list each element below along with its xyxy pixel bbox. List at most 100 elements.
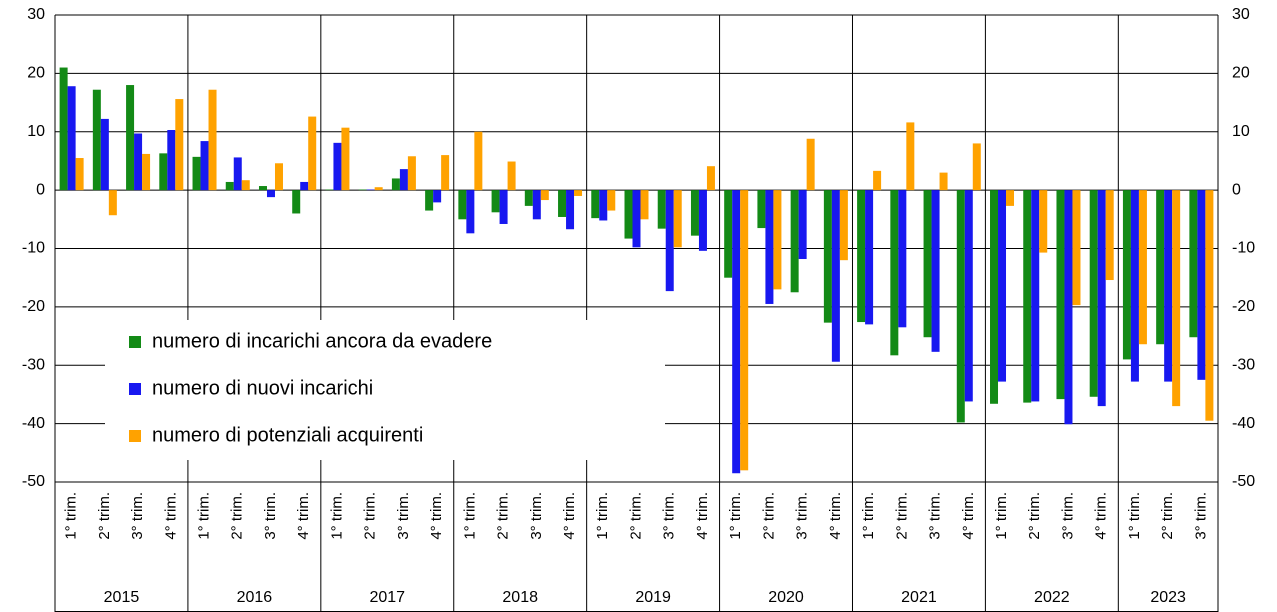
bar: [274, 163, 283, 191]
bar: [200, 141, 209, 191]
x-tick-label: 4° trim.: [694, 492, 711, 540]
bar: [673, 190, 682, 248]
bar: [823, 190, 832, 323]
bar: [399, 169, 408, 191]
bar: [640, 190, 649, 220]
x-tick-label: 2° trim.: [495, 492, 512, 540]
bar: [898, 190, 907, 328]
x-tick-label: 3° trim.: [1059, 492, 1076, 540]
year-label: 2017: [369, 589, 405, 606]
bar: [873, 170, 882, 191]
bar: [724, 190, 733, 278]
year-label: 2023: [1150, 589, 1186, 606]
bar: [433, 190, 442, 203]
bar: [765, 190, 774, 304]
x-tick-label: 2° trim.: [1159, 492, 1176, 540]
bar: [1023, 190, 1032, 403]
x-tick-label: 4° trim.: [295, 492, 312, 540]
year-label: 2019: [635, 589, 671, 606]
bar: [706, 166, 715, 191]
x-tick-label: 3° trim.: [1192, 492, 1209, 540]
bar: [499, 190, 508, 224]
x-tick-label: 1° trim.: [594, 492, 611, 540]
bar: [458, 190, 467, 220]
bar: [407, 156, 416, 191]
y2-tick-label: 30: [1232, 6, 1250, 23]
legend-label: numero di potenziali acquirenti: [152, 424, 423, 446]
bar: [208, 89, 217, 191]
x-tick-label: 3° trim.: [262, 492, 279, 540]
legend-swatch: [129, 430, 141, 442]
x-tick-label: 1° trim.: [993, 492, 1010, 540]
bar: [1172, 190, 1181, 407]
y-tick-label: -10: [22, 240, 45, 257]
bar: [1039, 190, 1048, 253]
x-tick-label: 1° trim.: [1126, 492, 1143, 540]
bar: [624, 190, 633, 239]
bar: [159, 153, 168, 191]
bar: [558, 190, 567, 217]
bar: [67, 86, 76, 191]
year-label: 2021: [901, 589, 937, 606]
bar: [507, 161, 516, 191]
bar: [1006, 190, 1015, 206]
x-tick-label: 4° trim.: [827, 492, 844, 540]
bar: [1072, 190, 1081, 306]
bar: [939, 172, 948, 191]
year-label: 2020: [768, 589, 804, 606]
y-tick-label: 20: [27, 65, 45, 82]
x-tick-label: 3° trim.: [661, 492, 678, 540]
bar: [865, 190, 874, 325]
bar: [258, 186, 267, 191]
bar: [1056, 190, 1065, 400]
x-tick-label: 3° trim.: [794, 492, 811, 540]
bar: [233, 157, 242, 191]
bar: [972, 143, 981, 191]
bar: [300, 181, 309, 191]
x-tick-label: 2° trim.: [760, 492, 777, 540]
bar: [923, 190, 932, 338]
bar: [1156, 190, 1165, 345]
x-tick-label: 1° trim.: [860, 492, 877, 540]
bar: [491, 190, 500, 213]
bar: [757, 190, 766, 229]
bar: [108, 190, 117, 216]
bar: [1205, 190, 1214, 421]
bar: [790, 190, 799, 293]
bar: [474, 131, 483, 191]
bar: [92, 89, 101, 191]
bar: [1164, 190, 1173, 382]
y-tick-label: 30: [27, 6, 45, 23]
bar: [798, 190, 807, 260]
legend-swatch: [129, 336, 141, 348]
x-tick-label: 1° trim.: [727, 492, 744, 540]
x-tick-label: 3° trim.: [395, 492, 412, 540]
bar: [964, 190, 973, 402]
x-tick-label: 2° trim.: [229, 492, 246, 540]
bar: [839, 190, 848, 261]
bar: [374, 187, 383, 191]
x-tick-label: 1° trim.: [328, 492, 345, 540]
x-tick-label: 2° trim.: [96, 492, 113, 540]
bar: [292, 190, 301, 214]
y2-tick-label: 20: [1232, 65, 1250, 82]
bar: [175, 99, 184, 191]
legend-box: [105, 320, 665, 460]
bar: [998, 190, 1007, 382]
x-tick-label: 2° trim.: [1026, 492, 1043, 540]
year-label: 2022: [1034, 589, 1070, 606]
bar: [890, 190, 899, 356]
x-tick-label: 3° trim.: [129, 492, 146, 540]
bar: [574, 190, 583, 196]
bar: [126, 85, 135, 191]
bar: [990, 190, 999, 404]
bar: [134, 133, 143, 191]
y2-tick-label: -10: [1232, 240, 1255, 257]
x-tick-label: 2° trim.: [362, 492, 379, 540]
bar: [1089, 190, 1098, 397]
bar: [225, 181, 234, 191]
bar: [358, 189, 367, 191]
y2-tick-label: -40: [1232, 415, 1255, 432]
x-tick-label: 2° trim.: [627, 492, 644, 540]
